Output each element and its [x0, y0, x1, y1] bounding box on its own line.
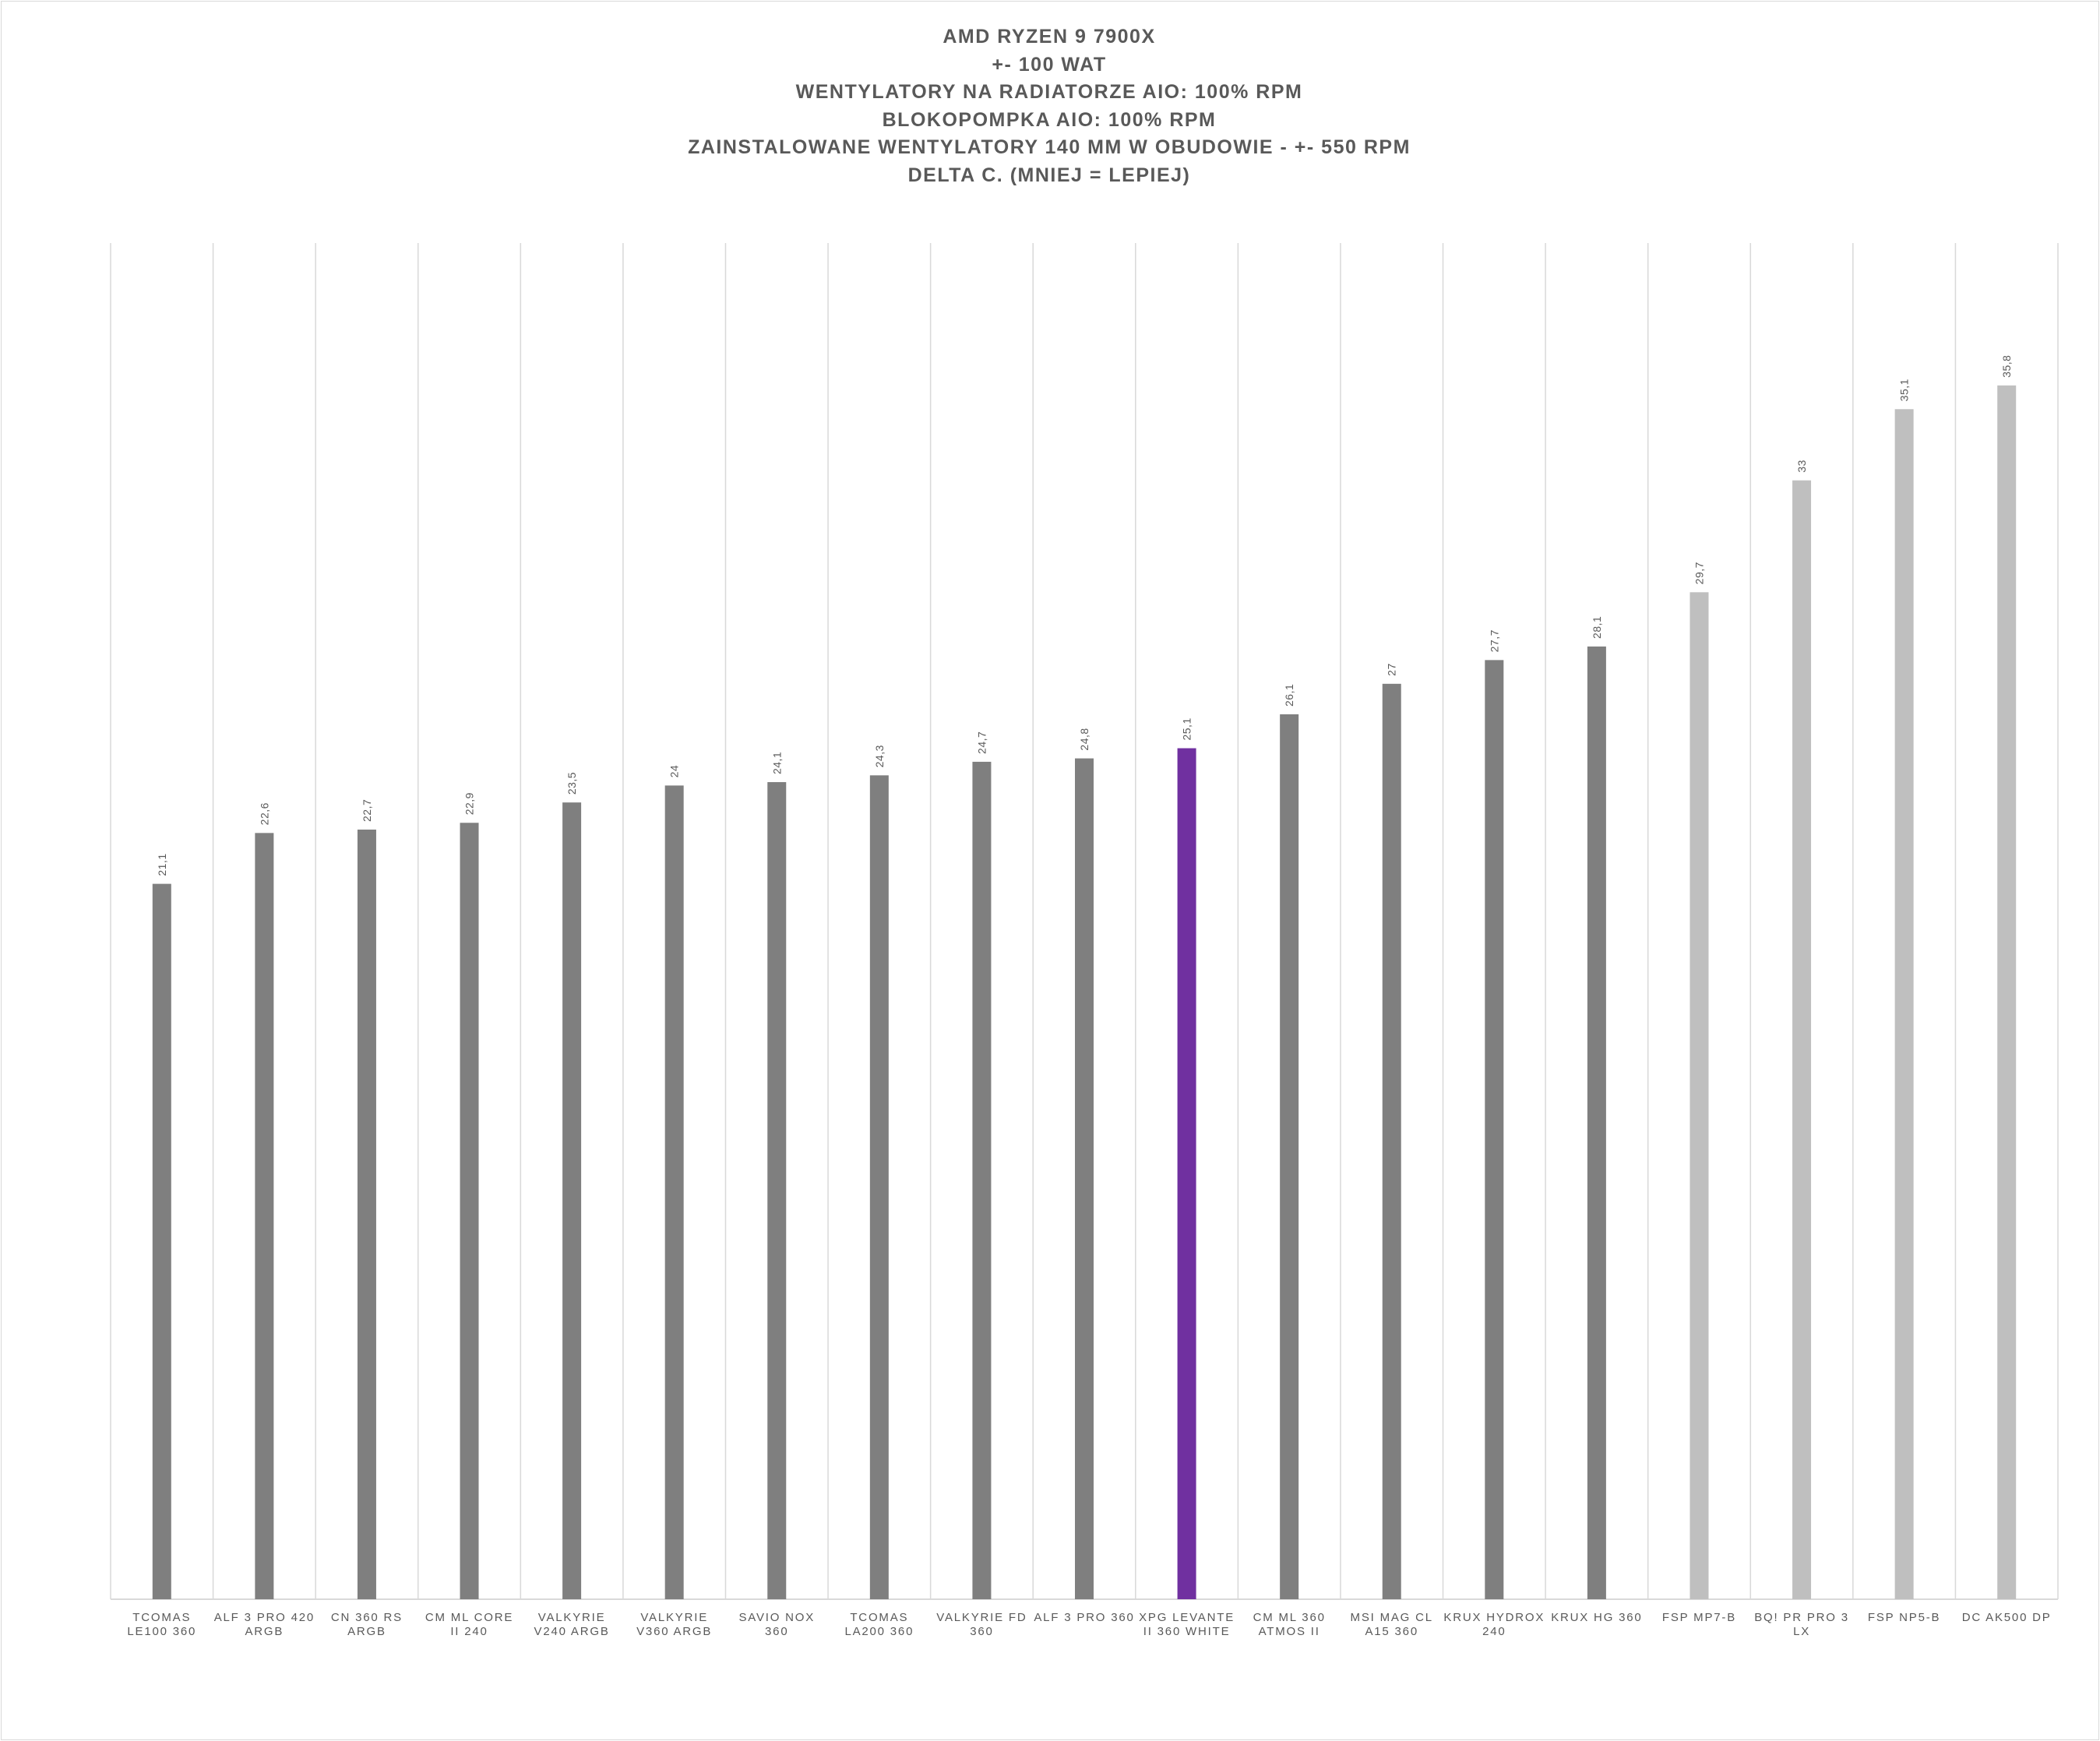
- bar: [1382, 683, 1401, 1600]
- bar: [562, 802, 582, 1599]
- tick-label: V360 ARGB: [636, 1625, 712, 1638]
- tick-label: XPG LEVANTE: [1139, 1611, 1235, 1624]
- tick-label: 360: [970, 1625, 993, 1638]
- tick-label: LE100 360: [127, 1625, 196, 1638]
- tick-label: 240: [1482, 1625, 1506, 1638]
- bar: [664, 785, 684, 1599]
- data-label: 26,1: [1283, 684, 1295, 707]
- tick-label: II 240: [450, 1625, 488, 1638]
- bar: [1894, 409, 1914, 1600]
- tick-label: MSI MAG CL: [1351, 1611, 1433, 1624]
- tick-label: V240 ARGB: [534, 1625, 610, 1638]
- chart-title: AMD RYZEN 9 7900X +- 100 WAT WENTYLATORY…: [0, 23, 2098, 190]
- tick-label: DC AK500 DP: [1962, 1611, 2052, 1624]
- tick-label: CM ML 360: [1253, 1611, 1326, 1624]
- tick-label: VALKYRIE FD: [936, 1611, 1027, 1624]
- data-label: 28,1: [1591, 616, 1603, 639]
- tick-label: TCOMAS: [132, 1611, 191, 1624]
- data-label: 24,7: [975, 731, 988, 754]
- data-label: 24,8: [1078, 728, 1091, 750]
- bar: [1997, 385, 2017, 1600]
- bar: [255, 833, 274, 1599]
- data-label: 25,1: [1181, 717, 1193, 740]
- bar: [152, 883, 171, 1599]
- title-line-power: +- 100 WAT: [992, 53, 1107, 76]
- tick-label: BQ! PR PRO 3: [1754, 1611, 1849, 1624]
- bar: [1792, 480, 1812, 1599]
- bar: [1075, 758, 1094, 1599]
- data-label: 21,1: [156, 853, 168, 876]
- tick-label: 360: [765, 1625, 788, 1638]
- tick-label: ATMOS II: [1259, 1625, 1320, 1638]
- data-label: 35,8: [2000, 355, 2013, 378]
- data-label: 24,1: [770, 752, 783, 774]
- tick-label: ALF 3 PRO 420: [214, 1611, 315, 1624]
- bar: [1485, 660, 1504, 1600]
- data-label: 22,7: [361, 799, 373, 822]
- data-label: 27: [1386, 663, 1398, 676]
- tick-label: II 360 WHITE: [1143, 1625, 1231, 1638]
- tick-label: VALKYRIE: [640, 1611, 708, 1624]
- tick-label: KRUX HYDROX: [1443, 1611, 1545, 1624]
- tick-label: KRUX HG 360: [1551, 1611, 1642, 1624]
- data-label: 27,7: [1488, 629, 1500, 652]
- bar: [1177, 748, 1196, 1600]
- data-label: 35,1: [1898, 379, 1911, 401]
- title-line-case-fans: ZAINSTALOWANE WENTYLATORY 140 MM W OBUDO…: [688, 136, 1411, 159]
- tick-label: CN 360 RS: [331, 1611, 403, 1624]
- data-label: 22,6: [258, 802, 270, 825]
- tick-label: ARGB: [245, 1625, 284, 1638]
- bar: [1690, 592, 1709, 1599]
- tick-label: ALF 3 PRO 360: [1034, 1611, 1134, 1624]
- tick-label: CM ML CORE: [425, 1611, 513, 1624]
- tick-label: FSP NP5-B: [1868, 1611, 1940, 1624]
- title-line-cpu: AMD RYZEN 9 7900X: [943, 26, 1156, 48]
- data-label: 23,5: [566, 772, 578, 795]
- tick-label: A15 360: [1365, 1625, 1418, 1638]
- tick-label: FSP MP7-B: [1662, 1611, 1736, 1624]
- bar: [460, 823, 479, 1599]
- bar: [767, 782, 787, 1599]
- bar: [357, 829, 376, 1599]
- tick-label: TCOMAS: [850, 1611, 908, 1624]
- tick-label: SAVIO NOX: [738, 1611, 815, 1624]
- tick-label: LA200 360: [844, 1625, 914, 1638]
- bar: [1280, 714, 1299, 1599]
- title-line-pump: BLOKOPOMPKA AIO: 100% RPM: [882, 108, 1217, 131]
- data-label: 24: [668, 765, 681, 778]
- tick-label: LX: [1793, 1625, 1810, 1638]
- data-label: 24,3: [873, 745, 886, 767]
- tick-label: ARGB: [347, 1625, 386, 1638]
- bar: [972, 761, 992, 1599]
- tick-label: VALKYRIE: [538, 1611, 606, 1624]
- bar: [869, 775, 889, 1599]
- title-line-radiator-fans: WENTYLATORY NA RADIATORZE AIO: 100% RPM: [795, 81, 1303, 104]
- data-label: 29,7: [1693, 562, 1705, 584]
- title-line-metric: DELTA C. (MNIEJ = LEPIEJ): [907, 164, 1191, 186]
- data-label: 22,9: [463, 792, 476, 815]
- data-label: 33: [1795, 460, 1808, 473]
- bar: [1587, 646, 1606, 1599]
